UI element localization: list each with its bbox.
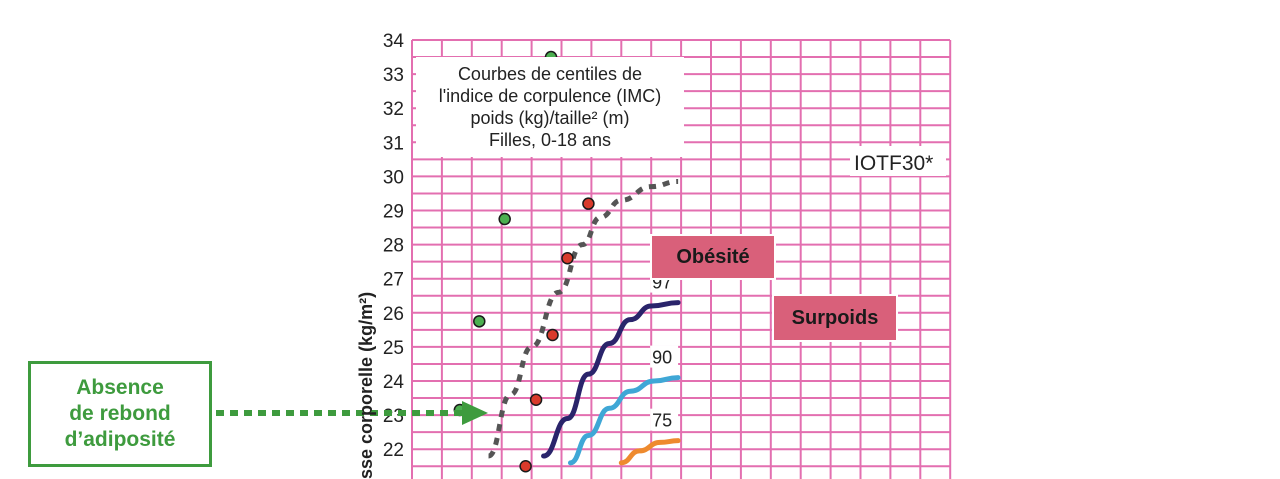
y-tick-label: 22 [383, 440, 404, 461]
y-tick-label: 23 [383, 406, 404, 427]
curve-label: 75 [652, 411, 672, 431]
y-tick-label: 25 [383, 338, 404, 359]
curve-label-bg [850, 146, 946, 176]
curve-97 [541, 300, 681, 459]
title-line: Courbes de centiles de [457, 64, 643, 84]
curve-label: IOTF30* [854, 152, 933, 175]
title-line: Filles, 0-18 ans [488, 130, 612, 150]
title-line: l'indice de corpulence (IMC) [438, 86, 662, 106]
y-tick-label: 34 [383, 31, 405, 52]
curve-label-bg [650, 345, 679, 368]
data-point-red [529, 393, 543, 407]
y-axis-label: sse corporelle (kg/m²) [356, 291, 376, 479]
callout-arrow [216, 401, 488, 425]
arrow-head [462, 401, 488, 425]
zone-label-obesite: Obésité [650, 234, 776, 280]
y-tick-label: 29 [383, 202, 404, 223]
data-point-red [582, 197, 595, 210]
centile-curves [487, 179, 681, 466]
callout-line: Absence [76, 376, 164, 399]
y-tick-label: 30 [383, 167, 404, 188]
callout-line: d’adiposité [64, 428, 176, 451]
curve-90 [567, 375, 681, 466]
callout-line: de rebond [69, 402, 171, 425]
y-axis-ticks: 22 23 24 25 26 27 28 29 30 31 32 33 34 [383, 31, 405, 461]
data-point-red [561, 251, 574, 265]
y-tick-label: 33 [383, 65, 404, 86]
callout-box: Absence de rebond d’adiposité [28, 361, 212, 467]
zone-label-surpoids: Surpoids [772, 294, 898, 342]
chart-title: Courbes de centiles de l'indice de corpu… [416, 57, 684, 157]
y-tick-label: 24 [383, 372, 405, 393]
y-tick-label: 31 [383, 133, 404, 154]
data-point-green [498, 212, 511, 226]
data-point-red [519, 460, 532, 473]
y-tick-label: 32 [383, 99, 404, 120]
y-tick-label: 28 [383, 236, 404, 257]
y-tick-label: 27 [383, 270, 404, 291]
data-point-red [546, 328, 559, 342]
curve-iotf30 [487, 179, 679, 459]
y-tick-label: 26 [383, 304, 404, 325]
curve-label-bg [650, 408, 679, 431]
data-point-green [473, 315, 486, 328]
curve-label: 90 [652, 348, 672, 368]
curve-75 [618, 438, 681, 466]
title-line: poids (kg)/taille² (m) [470, 108, 630, 128]
